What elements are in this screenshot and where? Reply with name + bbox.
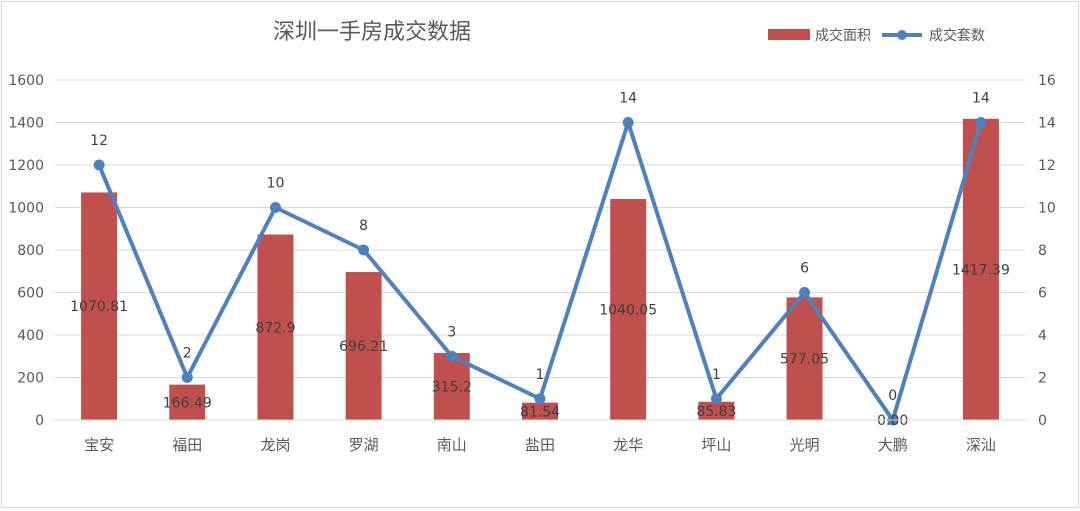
- line-point: [799, 287, 811, 298]
- bar: [257, 234, 294, 420]
- left-axis-tick-label: 200: [17, 371, 44, 387]
- x-axis-category-label: 大鹏: [878, 436, 908, 454]
- line-series: [93, 117, 987, 426]
- line-point: [622, 117, 634, 128]
- bar: [81, 192, 118, 420]
- line-point: [446, 350, 458, 362]
- right-axis-tick-label: 14: [1038, 116, 1056, 132]
- bar-data-label: 1070.81: [70, 299, 128, 315]
- x-axis-category-label: 龙岗: [260, 436, 290, 454]
- chart-title: 深圳一手房成交数据: [273, 20, 471, 45]
- bar-data-label: 315.2: [432, 380, 472, 396]
- line-data-label: 14: [972, 91, 990, 107]
- x-axis-category-label: 罗湖: [349, 436, 379, 454]
- legend-line-label: 成交套数: [929, 27, 985, 44]
- x-axis-category-label: 南山: [437, 436, 467, 454]
- right-axis-tick-label: 4: [1038, 328, 1047, 344]
- right-axis-tick-label: 12: [1038, 158, 1056, 174]
- bar-data-label: 577.05: [780, 352, 829, 368]
- bar-data-label: 1417.39: [952, 262, 1010, 278]
- line-data-label: 3: [447, 324, 456, 340]
- x-axis-category-label: 龙华: [613, 436, 643, 454]
- line-data-label: 10: [267, 176, 285, 192]
- line-data-labels: 12 2 10 8 3 1 14 1 6 0 14: [90, 91, 990, 405]
- bar-data-label: 1040.05: [599, 302, 657, 318]
- legend-bar-swatch: [768, 29, 810, 40]
- bar: [610, 198, 647, 420]
- left-axis-tick-label: 400: [17, 328, 44, 344]
- line-data-label: 14: [619, 91, 637, 107]
- bar: [786, 297, 823, 420]
- left-axis-tick-label: 1600: [8, 73, 44, 89]
- x-axis-category-label: 光明: [790, 436, 820, 454]
- line-point: [269, 202, 281, 213]
- bar-data-label: 872.9: [255, 320, 295, 336]
- line-data-label: 8: [359, 218, 368, 234]
- x-axis-category-label: 盐田: [525, 436, 555, 454]
- line-point: [710, 393, 722, 405]
- left-axis-tick-label: 1200: [8, 158, 44, 174]
- grid-lines: [55, 79, 1025, 378]
- x-axis-category-label: 坪山: [701, 436, 731, 454]
- line-data-label: 1: [712, 367, 721, 383]
- right-axis-tick-label: 6: [1038, 286, 1047, 302]
- line-point: [358, 244, 370, 256]
- right-axis-tick-label: 2: [1038, 371, 1047, 387]
- bar: [345, 272, 382, 420]
- line-data-label: 0: [888, 388, 897, 404]
- x-axis-category-label: 深汕: [966, 436, 996, 454]
- x-axis-category-label: 福田: [172, 436, 202, 454]
- bar-data-label: 166.49: [163, 395, 212, 411]
- right-axis-tick-label: 10: [1038, 201, 1056, 217]
- left-axis-tick-label: 1000: [8, 201, 44, 217]
- line-point: [534, 393, 546, 405]
- line-point: [181, 372, 193, 383]
- bar-data-label: 696.21: [339, 339, 388, 355]
- bar-data-label: 81.54: [520, 404, 560, 420]
- left-axis-tick-label: 600: [17, 286, 44, 302]
- left-axis: 0 200 400 600 800 1000 1200 1400 1600: [8, 73, 44, 429]
- line-point: [93, 159, 105, 171]
- x-axis: 宝安 福田 龙岗 罗湖 南山 盐田 龙华 坪山 光明 大鹏 深汕: [55, 419, 1025, 454]
- bar-data-label: 0.00: [877, 413, 908, 429]
- left-axis-tick-label: 800: [17, 243, 44, 259]
- chart-legend: 成交面积 成交套数: [768, 27, 985, 44]
- line-data-label: 12: [90, 133, 108, 149]
- legend-line-marker: [897, 30, 907, 40]
- line-point: [975, 117, 987, 128]
- line-data-label: 6: [800, 261, 809, 277]
- bar-data-label: 85.83: [696, 404, 736, 420]
- bar: [169, 384, 206, 420]
- right-axis-tick-label: 8: [1038, 243, 1047, 259]
- bar: [698, 401, 735, 420]
- left-axis-tick-label: 1400: [8, 116, 44, 132]
- bar: [522, 402, 558, 420]
- line-data-label: 1: [536, 367, 545, 383]
- line-data-label: 2: [183, 346, 192, 362]
- legend-bar-label: 成交面积: [815, 27, 871, 44]
- right-axis: 0 2 4 6 8 10 12 14 16: [1038, 73, 1056, 429]
- x-axis-category-label: 宝安: [84, 436, 114, 454]
- left-axis-tick-label: 0: [35, 413, 44, 429]
- right-axis-tick-label: 0: [1038, 413, 1047, 429]
- bar-data-labels: 1070.81 166.49 872.9 696.21 315.2 81.54 1040.0…: [70, 262, 1010, 429]
- right-axis-tick-label: 16: [1038, 73, 1056, 89]
